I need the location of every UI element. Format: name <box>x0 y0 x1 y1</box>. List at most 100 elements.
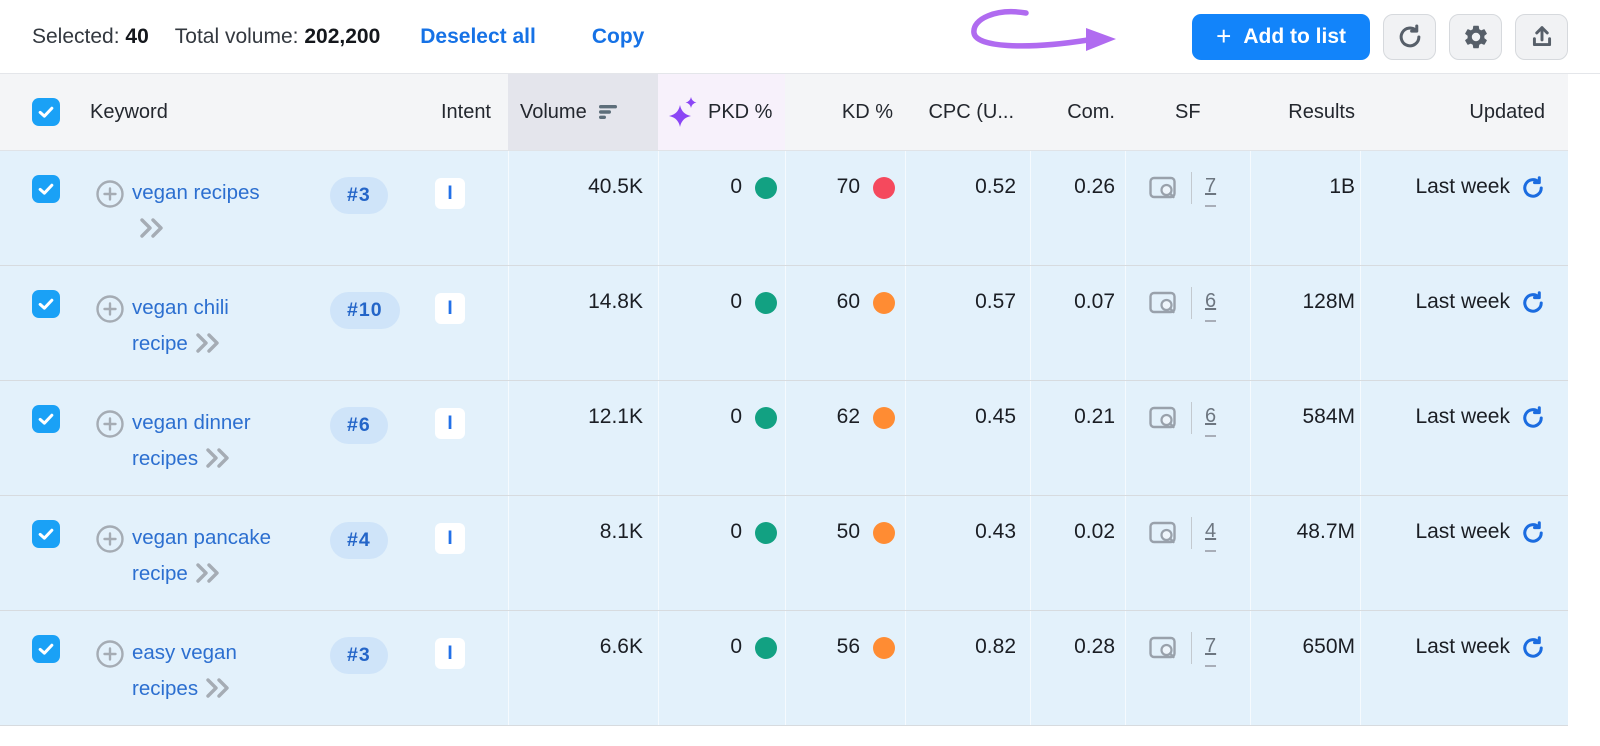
select-all-checkbox[interactable] <box>32 98 60 126</box>
plus-circle-icon[interactable] <box>95 409 125 439</box>
sf-count[interactable]: 6 <box>1205 290 1217 322</box>
cpc-cell: 0.52 <box>905 151 1030 265</box>
column-header-kd[interactable]: KD % <box>841 100 893 123</box>
row-checkbox[interactable] <box>32 635 60 663</box>
serp-preview-icon[interactable] <box>1148 520 1178 546</box>
pkd-value: 0 <box>730 405 742 428</box>
position-badge[interactable]: #4 <box>330 522 388 559</box>
position-cell: #10 <box>320 266 420 380</box>
serp-preview-icon[interactable] <box>1148 635 1178 661</box>
kd-status-dot <box>873 292 895 314</box>
export-button[interactable] <box>1515 13 1568 60</box>
sf-cell: 7 <box>1125 611 1250 725</box>
kd-value: 62 <box>836 405 860 428</box>
export-icon <box>1532 25 1551 46</box>
refresh-icon <box>1399 24 1420 47</box>
intent-badge[interactable]: I <box>435 523 465 554</box>
total-volume: Total volume: 202,200 <box>175 25 381 49</box>
row-checkbox[interactable] <box>32 175 60 203</box>
com-cell: 0.07 <box>1030 266 1125 380</box>
column-header-updated[interactable]: Updated <box>1469 100 1545 123</box>
column-header-sf[interactable]: SF <box>1175 100 1201 123</box>
row-checkbox[interactable] <box>32 290 60 318</box>
keyword-link[interactable]: easy vegan recipes <box>132 641 237 700</box>
plus-circle-icon[interactable] <box>95 294 125 324</box>
sparkles-icon <box>669 97 697 127</box>
updated-cell: Last week <box>1360 151 1568 265</box>
volume-cell: 12.1K <box>508 381 658 495</box>
pkd-value: 0 <box>730 290 742 313</box>
position-badge[interactable]: #3 <box>330 177 388 214</box>
column-header-keyword[interactable]: Keyword <box>90 100 168 123</box>
serp-preview-icon[interactable] <box>1148 175 1178 201</box>
pkd-value: 0 <box>730 635 742 658</box>
column-header-results[interactable]: Results <box>1288 100 1355 123</box>
row-checkbox[interactable] <box>32 405 60 433</box>
refresh-button[interactable] <box>1383 13 1436 60</box>
sf-cell: 4 <box>1125 496 1250 610</box>
intent-badge[interactable]: I <box>435 178 465 209</box>
updated-value: Last week <box>1415 290 1510 313</box>
plus-circle-icon[interactable] <box>95 179 125 209</box>
refresh-metrics-icon[interactable] <box>1520 635 1546 661</box>
column-header-com[interactable]: Com. <box>1067 100 1115 123</box>
row-checkbox[interactable] <box>32 520 60 548</box>
sf-count[interactable]: 4 <box>1205 520 1217 552</box>
plus-circle-icon[interactable] <box>95 639 125 669</box>
pkd-status-dot <box>755 407 777 429</box>
updated-cell: Last week <box>1360 381 1568 495</box>
selected-value: 40 <box>125 24 149 48</box>
results-cell: 584M <box>1250 381 1360 495</box>
com-cell: 0.21 <box>1030 381 1125 495</box>
table-row: vegan dinner recipes #6 I 12.1K 0 62 0.4… <box>0 381 1568 496</box>
volume-cell: 40.5K <box>508 151 658 265</box>
row-checkbox-cell <box>0 611 80 725</box>
position-cell: #3 <box>320 151 420 265</box>
column-header-volume[interactable]: Volume <box>508 74 658 150</box>
refresh-metrics-icon[interactable] <box>1520 405 1546 431</box>
row-checkbox-cell <box>0 496 80 610</box>
column-header-pkd[interactable]: PKD % <box>658 74 785 150</box>
copy-link[interactable]: Copy <box>591 24 645 48</box>
plus-circle-icon[interactable] <box>95 524 125 554</box>
keyword-link[interactable]: vegan dinner recipes <box>132 411 251 470</box>
settings-button[interactable] <box>1449 13 1502 60</box>
pkd-value: 0 <box>730 175 742 198</box>
double-chevron-icon[interactable] <box>139 218 167 238</box>
refresh-metrics-icon[interactable] <box>1520 175 1546 201</box>
refresh-metrics-icon[interactable] <box>1520 290 1546 316</box>
updated-cell: Last week <box>1360 266 1568 380</box>
keyword-link[interactable]: vegan pancake recipe <box>132 526 272 585</box>
updated-cell: Last week <box>1360 611 1568 725</box>
column-header-cpc[interactable]: CPC (U... <box>928 100 1014 123</box>
position-badge[interactable]: #10 <box>330 292 400 329</box>
position-badge[interactable]: #6 <box>330 407 388 444</box>
sf-count[interactable]: 7 <box>1205 635 1217 667</box>
intent-badge[interactable]: I <box>435 293 465 324</box>
kd-value: 70 <box>836 175 860 198</box>
position-badge[interactable]: #3 <box>330 637 388 674</box>
keyword-link[interactable]: vegan recipes <box>132 175 282 247</box>
add-to-list-button[interactable]: + Add to list <box>1192 13 1370 60</box>
double-chevron-icon[interactable] <box>195 333 223 353</box>
double-chevron-icon[interactable] <box>205 448 233 468</box>
checkbox-checked-icon <box>38 413 54 425</box>
kd-status-dot <box>873 177 895 199</box>
keyword-cell: vegan chili recipe <box>80 266 320 380</box>
kd-status-dot <box>873 522 895 544</box>
intent-badge[interactable]: I <box>435 638 465 669</box>
intent-badge[interactable]: I <box>435 408 465 439</box>
keyword-link[interactable]: vegan chili recipe <box>132 296 229 355</box>
serp-preview-icon[interactable] <box>1148 290 1178 316</box>
total-volume-label: Total volume: <box>174 24 299 48</box>
keyword-cell: vegan pancake recipe <box>80 496 320 610</box>
row-checkbox-cell <box>0 381 80 495</box>
refresh-metrics-icon[interactable] <box>1520 520 1546 546</box>
serp-preview-icon[interactable] <box>1148 405 1178 431</box>
deselect-all-link[interactable]: Deselect all <box>420 24 536 48</box>
sf-count[interactable]: 7 <box>1205 175 1217 207</box>
column-header-intent[interactable]: Intent <box>440 100 491 123</box>
double-chevron-icon[interactable] <box>195 563 223 583</box>
double-chevron-icon[interactable] <box>205 678 233 698</box>
sf-count[interactable]: 6 <box>1205 405 1217 437</box>
